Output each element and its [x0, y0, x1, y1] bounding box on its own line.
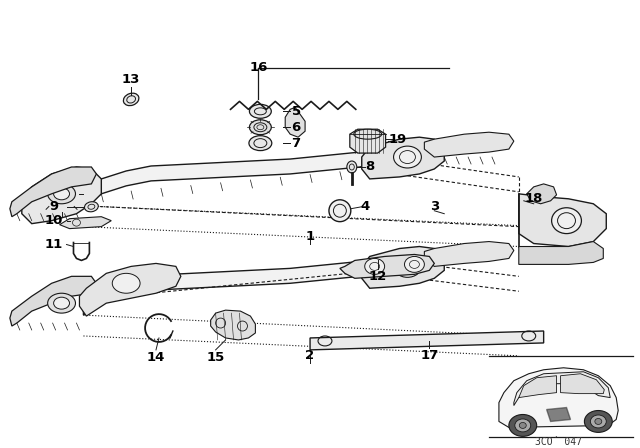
Polygon shape	[83, 149, 374, 206]
Ellipse shape	[47, 293, 76, 313]
Polygon shape	[424, 241, 514, 267]
Text: 2: 2	[305, 349, 315, 362]
Ellipse shape	[249, 136, 272, 151]
Ellipse shape	[590, 415, 606, 428]
Ellipse shape	[47, 184, 76, 204]
Text: 3CO´ 047: 3CO´ 047	[535, 437, 582, 448]
Polygon shape	[519, 376, 557, 397]
Text: 15: 15	[207, 351, 225, 364]
Polygon shape	[211, 310, 255, 340]
Text: 6: 6	[291, 121, 301, 134]
Text: 9: 9	[49, 200, 58, 213]
Text: 1: 1	[305, 230, 315, 243]
Polygon shape	[527, 184, 557, 204]
Polygon shape	[424, 132, 514, 157]
Ellipse shape	[54, 188, 70, 200]
Ellipse shape	[54, 297, 70, 309]
Polygon shape	[362, 246, 444, 288]
Text: 4: 4	[360, 200, 369, 213]
Polygon shape	[499, 368, 618, 427]
Polygon shape	[514, 372, 611, 405]
Polygon shape	[340, 254, 435, 278]
Ellipse shape	[347, 161, 356, 173]
Ellipse shape	[515, 419, 531, 432]
Polygon shape	[519, 241, 604, 264]
Polygon shape	[60, 217, 111, 228]
Polygon shape	[79, 263, 181, 316]
Ellipse shape	[250, 120, 271, 135]
Polygon shape	[10, 276, 97, 326]
Text: 8: 8	[365, 160, 374, 173]
Polygon shape	[561, 374, 604, 394]
Ellipse shape	[250, 104, 271, 118]
Ellipse shape	[519, 422, 526, 428]
Text: 16: 16	[249, 61, 268, 74]
Polygon shape	[10, 167, 97, 217]
Ellipse shape	[552, 208, 581, 233]
Text: 12: 12	[369, 270, 387, 283]
Text: 3: 3	[429, 200, 439, 213]
Ellipse shape	[124, 93, 139, 106]
Polygon shape	[350, 129, 386, 153]
Ellipse shape	[365, 258, 385, 274]
Text: 11: 11	[45, 238, 63, 251]
Ellipse shape	[84, 202, 99, 212]
Polygon shape	[547, 408, 570, 422]
Ellipse shape	[394, 255, 421, 277]
Text: 17: 17	[420, 349, 438, 362]
Ellipse shape	[394, 146, 421, 168]
Polygon shape	[519, 194, 606, 246]
Polygon shape	[83, 258, 374, 315]
Polygon shape	[362, 137, 444, 179]
Ellipse shape	[404, 256, 424, 272]
Text: 5: 5	[292, 105, 301, 118]
Text: 19: 19	[388, 133, 406, 146]
Text: 14: 14	[147, 351, 165, 364]
Ellipse shape	[329, 200, 351, 222]
Ellipse shape	[354, 129, 381, 139]
Polygon shape	[310, 331, 543, 350]
Polygon shape	[285, 108, 305, 137]
Ellipse shape	[112, 273, 140, 293]
Ellipse shape	[584, 410, 612, 432]
Text: 13: 13	[122, 73, 140, 86]
Text: 18: 18	[525, 192, 543, 205]
Polygon shape	[22, 167, 101, 224]
Text: 7: 7	[292, 137, 301, 150]
Ellipse shape	[509, 414, 537, 436]
Ellipse shape	[595, 418, 602, 424]
Text: 10: 10	[44, 214, 63, 227]
